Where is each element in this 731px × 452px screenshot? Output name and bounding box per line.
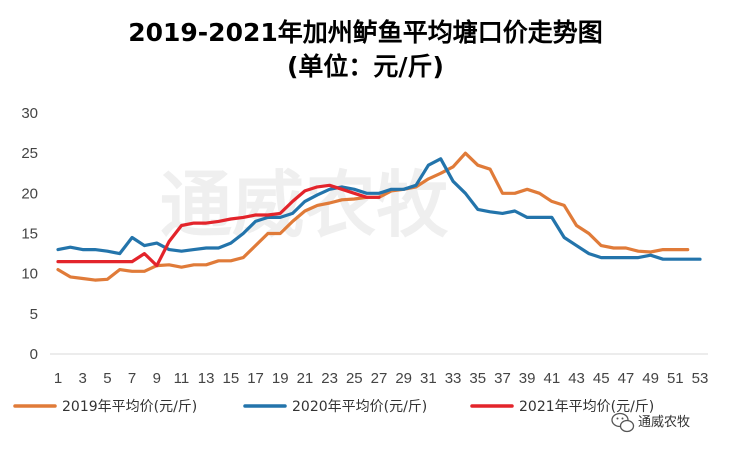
x-tick-label: 49: [642, 370, 659, 387]
y-tick-label: 15: [21, 226, 38, 243]
chart-subtitle: (单位：元/斤): [287, 52, 444, 81]
y-tick-label: 5: [30, 306, 38, 323]
legend-label: 2019年平均价(元/斤): [62, 399, 197, 415]
x-tick-label: 33: [445, 370, 462, 387]
x-tick-label: 11: [174, 370, 190, 387]
x-tick-label: 5: [103, 370, 111, 387]
x-tick-label: 9: [153, 370, 161, 387]
x-tick-label: 51: [667, 370, 684, 387]
x-tick-label: 43: [568, 370, 585, 387]
x-tick-label: 41: [544, 370, 561, 387]
x-tick-label: 21: [297, 370, 314, 387]
x-tick-label: 19: [272, 370, 289, 387]
x-tick-label: 17: [247, 370, 264, 387]
x-tick-label: 1: [54, 370, 62, 387]
x-tick-label: 37: [494, 370, 511, 387]
x-tick-label: 27: [371, 370, 388, 387]
x-tick-label: 39: [519, 370, 536, 387]
x-tick-label: 47: [618, 370, 635, 387]
y-tick-label: 20: [21, 185, 38, 202]
legend-label: 2021年平均价(元/斤): [519, 399, 654, 415]
x-tick-label: 35: [469, 370, 486, 387]
x-tick-label: 45: [593, 370, 610, 387]
wechat-icon: [611, 412, 635, 433]
y-tick-label: 25: [21, 145, 38, 162]
y-tick-label: 0: [30, 346, 38, 363]
x-tick-label: 23: [321, 370, 338, 387]
x-tick-label: 15: [223, 370, 240, 387]
y-tick-label: 30: [21, 105, 38, 122]
watermark: 通威农牧: [160, 163, 449, 247]
x-tick-label: 25: [346, 370, 363, 387]
chart-title: 2019-2021年加州鲈鱼平均塘口价走势图: [128, 18, 603, 47]
x-tick-label: 29: [395, 370, 412, 387]
legend-label: 2020年平均价(元/斤): [292, 399, 427, 415]
x-tick-label: 3: [79, 370, 87, 387]
y-tick-label: 10: [21, 266, 38, 283]
x-tick-label: 31: [420, 370, 437, 387]
x-tick-label: 53: [692, 370, 709, 387]
series-line-3: [56, 183, 381, 268]
x-tick-label: 7: [128, 370, 136, 387]
wechat-label: 通威农牧: [638, 415, 690, 430]
wechat-badge: 通威农牧: [611, 412, 690, 433]
x-tick-label: 13: [198, 370, 215, 387]
